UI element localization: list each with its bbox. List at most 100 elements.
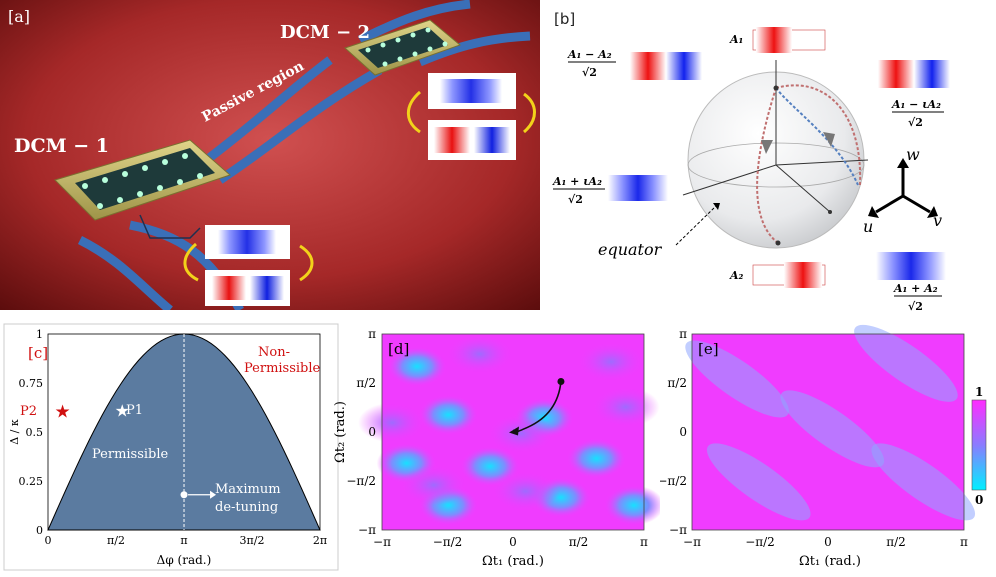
heatmap-e-band (854, 324, 958, 402)
max-detuning-label-2: de-tuning (215, 500, 278, 515)
heatmap-d-mid-spot (576, 341, 645, 382)
a2-label: A₂ (729, 269, 744, 282)
c-xtick: π/2 (107, 534, 125, 547)
p2-star-icon: ★ (54, 401, 70, 422)
colorbar-min: 0 (975, 493, 983, 507)
permissible-region-chart: 0 0.25 0.5 0.75 1 0 π/2 π 3π/2 2π [c] Non- Permi… (0, 322, 340, 573)
d-ytick: 0 (368, 425, 376, 439)
e-xtick: π (960, 535, 968, 549)
c-xtick: 0 (45, 534, 52, 547)
p1-star-icon: ★ (115, 401, 130, 421)
e-xtick: −π/2 (745, 535, 775, 549)
sqrt2-4: √2 (908, 300, 923, 313)
p2-label: P2 (20, 404, 37, 419)
label-a1-minus-ia2: A₁ − ιA₂ (891, 98, 941, 111)
permissible-area (47, 333, 321, 531)
panel-e: π π/2 0 −π/2 −π −π −π/2 0 π/2 π [e] Ωt₁ (rad.) 1… (657, 322, 996, 573)
panel-a-tag: [a] (8, 7, 30, 26)
heatmap-d-mid-spot (491, 471, 560, 512)
axis-w-label: w (906, 145, 920, 164)
label-a1-minus-a2: A₁ − A₂ (567, 48, 612, 61)
panel-e-tag: [e] (698, 340, 719, 358)
panel-d: π π/2 0 −π/2 −π −π −π/2 0 π/2 π [d] Ωt₂ (rad.) Ω… (330, 322, 664, 573)
heatmap-d-mid-spot (358, 402, 427, 443)
e-xtick: −π (683, 535, 701, 549)
d-ytick: π (368, 327, 376, 341)
e-ytick: π/2 (667, 376, 687, 390)
c-ylabel: Δ / κ (8, 419, 21, 445)
colorbar-max: 1 (975, 385, 983, 399)
c-xtick: 3π/2 (240, 534, 265, 547)
dcm2-label: DCM − 2 (280, 22, 370, 43)
d-xtick: −π (373, 535, 391, 549)
heatmap-d-mid-spot (399, 465, 468, 506)
e-ytick: −π/2 (660, 474, 687, 488)
equator-label: equator (598, 240, 663, 259)
sqrt2-1: √2 (582, 66, 597, 79)
d-xtick: −π/2 (433, 535, 463, 549)
heatmap-d: π π/2 0 −π/2 −π −π −π/2 0 π/2 π [d] Ωt₂ (rad.) Ω… (333, 327, 664, 569)
axis-v-label: v (933, 211, 942, 230)
c-ytick: 0 (36, 524, 43, 537)
heatmap-e: π π/2 0 −π/2 −π −π −π/2 0 π/2 π [e] Ωt₁ (rad.) 1… (657, 324, 987, 569)
c-ytick: 0.75 (19, 377, 44, 390)
heatmap-d-low-spot (387, 346, 448, 387)
heatmap-d-mid-spot (487, 413, 556, 454)
bloch-sphere-diagram: [b] A₁ A₂ A₁ − A₂ √2 A₁ − ιA₂ (552, 10, 950, 313)
heatmap-d-mid-spot (445, 334, 514, 375)
heatmap-d-mid-spot (591, 387, 660, 428)
c-ytick: 1 (36, 328, 43, 341)
p1-label: P1 (126, 403, 143, 418)
c-xtick: 2π (313, 534, 327, 547)
heatmap-d-spots (358, 334, 664, 526)
d-xlabel: Ωt₁ (rad.) (482, 554, 544, 569)
panel-b-tag: [b] (554, 10, 575, 28)
permissible-label: Permissible (92, 447, 169, 462)
d-ytick: −π/2 (346, 474, 376, 488)
heatmap-d-low-spot (603, 485, 664, 526)
heatmap-e-band (685, 340, 789, 418)
trajectory-arrowhead (509, 426, 519, 436)
panel-c: 0 0.25 0.5 0.75 1 0 π/2 π 3π/2 2π [c] Non- Permi… (0, 322, 340, 573)
heatmap-e-band (706, 443, 811, 521)
heatmap-e-band (871, 443, 976, 521)
panel-c-tag: [c] (28, 344, 48, 362)
e-xlabel: Ωt₁ (rad.) (799, 554, 861, 569)
non-permissible-label-2: Permissible (244, 361, 321, 376)
sqrt2-3: √2 (568, 193, 583, 206)
d-xtick: π/2 (569, 535, 589, 549)
d-xtick: π (640, 535, 648, 549)
d-ytick: π/2 (356, 376, 376, 390)
max-detuning-arrowhead (210, 490, 217, 499)
sqrt2-2: √2 (908, 116, 923, 129)
e-ytick: π (679, 327, 687, 341)
heatmap-d-low-spot (418, 394, 479, 435)
d-ytick: −π (358, 523, 376, 537)
c-xtick: π (180, 534, 187, 547)
dcm1-label: DCM − 1 (14, 135, 109, 157)
label-a1-plus-ia2: A₁ + ιA₂ (552, 175, 602, 188)
colorbar (971, 399, 987, 491)
e-xtick: 0 (824, 535, 832, 549)
heatmap-d-low-spot (566, 438, 627, 479)
heatmap-e-spots (685, 324, 976, 521)
e-ytick: −π (669, 523, 687, 537)
max-detuning-label-1: Maximum (215, 482, 281, 497)
trajectory-start (557, 377, 565, 385)
d-xtick: 0 (509, 535, 517, 549)
device-illustration: [a] DCM − 1 DCM − 2 Passive region (0, 0, 540, 314)
heatmap-e-band (780, 390, 885, 468)
panel-a: [a] DCM − 1 DCM − 2 Passive region (0, 0, 540, 314)
e-xtick: π/2 (886, 535, 906, 549)
a1-label: A₁ (729, 33, 743, 46)
e-ytick: 0 (679, 425, 687, 439)
axis-u-label: u (863, 217, 873, 236)
c-ytick: 0.5 (26, 426, 44, 439)
d-ylabel: Ωt₂ (rad.) (333, 401, 348, 463)
label-a1-plus-a2: A₁ + A₂ (893, 282, 938, 295)
c-ytick: 0.25 (19, 475, 44, 488)
non-permissible-label-1: Non- (258, 345, 290, 360)
panel-d-tag: [d] (388, 340, 409, 358)
panel-b: [b] A₁ A₂ A₁ − A₂ √2 A₁ − ιA₂ (548, 0, 996, 320)
max-detuning-point (180, 491, 188, 499)
